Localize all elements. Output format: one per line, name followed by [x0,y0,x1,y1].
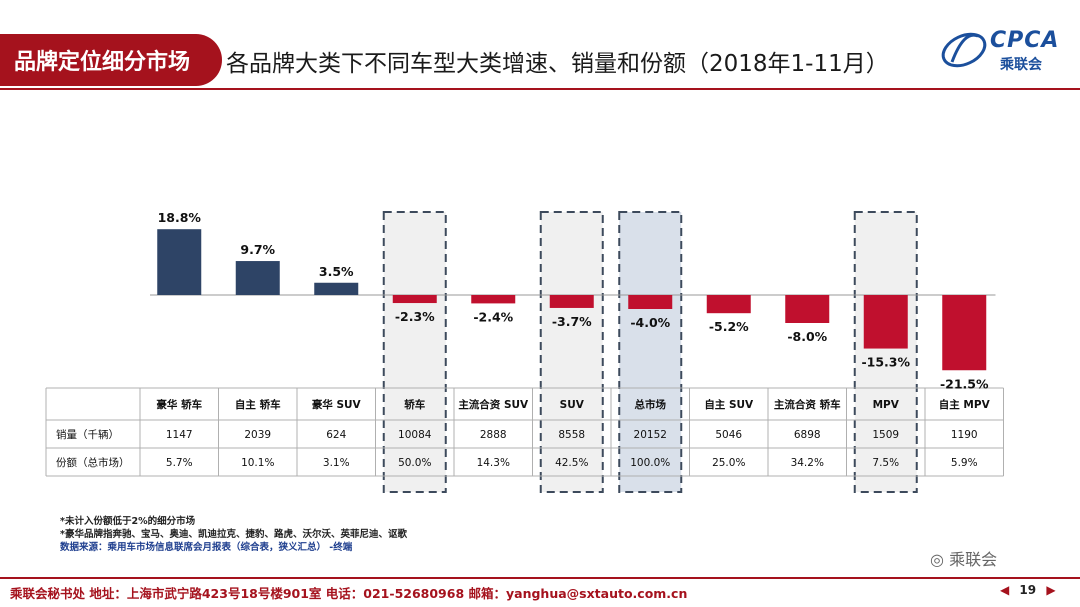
category-label-1: 自主 轿车 [235,398,281,411]
data-label-0: 18.8% [158,210,202,225]
footnotes: *未计入份额低于2%的细分市场 *豪华品牌指奔驰、宝马、奥迪、凯迪拉克、捷豹、路… [60,515,407,554]
highlight-box-9 [853,211,918,493]
cell-0-8: 6898 [794,429,821,441]
category-label-4: 主流合资 SUV [458,398,529,411]
cell-0-7: 5046 [715,429,742,441]
cell-1-7: 25.0% [712,457,745,469]
data-label-4: -2.4% [473,309,513,324]
bar-3 [392,295,437,304]
category-label-5: SUV [560,399,585,411]
bar-10 [942,295,987,371]
cell-0-3: 10084 [398,429,432,441]
bar-2 [314,282,359,295]
data-label-3: -2.3% [395,309,435,324]
category-label-2: 豪华 SUV [312,398,362,411]
data-label-8: -8.0% [787,329,827,344]
footer-contact: 乘联会秘书处 地址：上海市武宁路423号18号楼901室 电话：021-5268… [10,586,688,601]
cell-1-6: 100.0% [630,457,670,469]
category-label-8: 主流合资 轿车 [774,398,841,411]
cell-1-8: 34.2% [791,457,824,469]
cell-0-4: 2888 [480,429,507,441]
cpca-logo [941,32,987,68]
bar-7 [706,295,751,314]
wechat-watermark-text: 乘联会 [949,550,998,569]
category-label-10: 自主 MPV [939,398,991,411]
bar-8 [785,295,830,323]
data-label-10: -21.5% [940,376,989,391]
row-label-0: 销量（千辆） [56,428,119,441]
pager: ◀ 19 ▶ [1000,583,1056,597]
bar-6 [628,295,673,309]
data-source: 数据来源：乘用车市场信息联席会月报表（综合表，狭义汇总） -终端 [60,542,353,553]
data-label-6: -4.0% [630,315,670,330]
category-label-9: MPV [873,399,900,411]
logo-subtext: 乘联会 [1000,57,1042,73]
bar-9 [863,295,908,349]
cell-0-6: 20152 [634,429,667,441]
cell-1-1: 10.1% [241,457,274,469]
footnote-2: *豪华品牌指奔驰、宝马、奥迪、凯迪拉克、捷豹、路虎、沃尔沃、英菲尼迪、讴歌 [60,529,407,540]
bar-4 [471,295,516,304]
cell-1-4: 14.3% [477,457,510,469]
highlight-box-3 [382,211,447,493]
header-divider [0,88,1080,90]
data-label-9: -15.3% [861,355,910,370]
bar-0 [157,229,202,295]
data-label-5: -3.7% [552,314,592,329]
next-page-icon[interactable]: ▶ [1046,583,1056,597]
section-tab-label: 品牌定位细分市场 [14,50,191,75]
cell-1-2: 3.1% [323,457,350,469]
data-label-2: 3.5% [319,264,354,279]
wechat-icon: ◎ [930,550,944,569]
footnote-1: *未计入份额低于2%的细分市场 [60,516,196,527]
cell-0-5: 8558 [558,429,585,441]
category-label-0: 豪华 轿车 [156,398,202,411]
cell-1-10: 5.9% [951,457,978,469]
category-label-7: 自主 SUV [704,398,754,411]
page-title: 各品牌大类下不同车型大类增速、销量和份额（2018年1-11月） [226,51,889,77]
cell-1-3: 50.0% [398,457,431,469]
bar-5 [549,295,594,308]
row-label-1: 份额（总市场） [56,456,130,469]
page-number: 19 [1019,583,1037,597]
data-label-1: 9.7% [240,242,275,257]
data-label-7: -5.2% [709,319,749,334]
cell-0-2: 624 [326,429,346,441]
prev-page-icon[interactable]: ◀ [1000,583,1010,597]
wechat-watermark: ◎ 乘联会 [930,546,997,570]
highlight-box-5 [539,211,604,493]
cell-0-0: 1147 [166,429,193,441]
section-tab: 品牌定位细分市场 [0,34,222,86]
highlight-box-6 [618,211,683,493]
cell-0-9: 1509 [872,429,899,441]
category-label-6: 总市场 [635,398,667,411]
category-label-3: 轿车 [404,398,425,411]
cell-1-9: 7.5% [872,457,899,469]
cell-0-10: 1190 [951,429,978,441]
cell-1-0: 5.7% [166,457,193,469]
cell-1-5: 42.5% [555,457,588,469]
bar-1 [235,261,280,295]
footer-divider [0,577,1080,579]
cell-0-1: 2039 [244,429,271,441]
logo-text: CPCA [990,28,1060,53]
